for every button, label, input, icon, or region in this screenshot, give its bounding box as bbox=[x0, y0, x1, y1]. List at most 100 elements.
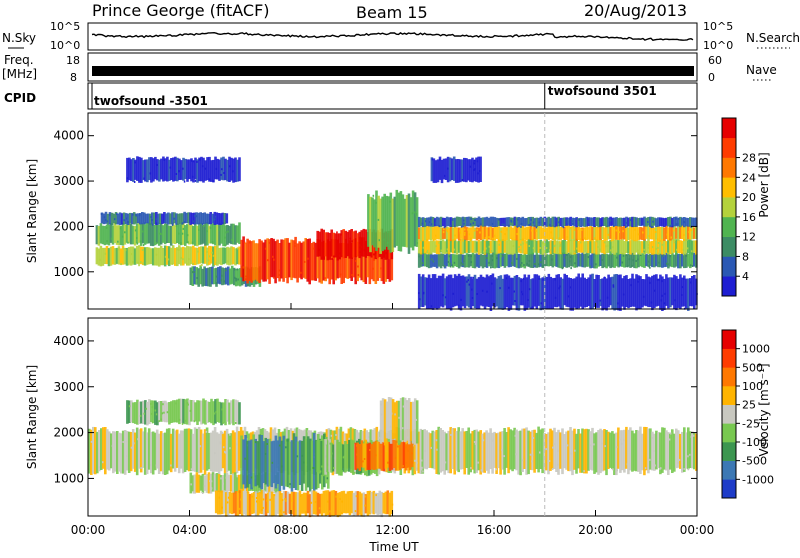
band-cell bbox=[609, 277, 612, 306]
band-speckle bbox=[516, 233, 518, 235]
band-speckle bbox=[181, 422, 184, 425]
band-cell bbox=[213, 268, 216, 285]
band-speckle bbox=[521, 459, 524, 462]
band-speckle bbox=[273, 276, 275, 279]
band-cell bbox=[204, 400, 207, 425]
band-cell bbox=[362, 228, 366, 257]
band-cell bbox=[360, 493, 364, 517]
band-cell bbox=[553, 427, 556, 469]
band-cell bbox=[681, 277, 684, 307]
band-speckle bbox=[670, 224, 673, 227]
band-cell bbox=[227, 474, 231, 491]
band-speckle bbox=[221, 274, 223, 277]
band-speckle bbox=[249, 241, 251, 244]
band-cell bbox=[413, 398, 417, 445]
band-speckle bbox=[550, 231, 552, 234]
band-cell bbox=[497, 241, 501, 254]
band-cell bbox=[531, 252, 535, 268]
band-speckle bbox=[155, 253, 158, 256]
band-cell bbox=[483, 432, 486, 473]
band-cell bbox=[397, 400, 401, 445]
band-speckle bbox=[548, 460, 551, 462]
band-speckle bbox=[631, 265, 633, 268]
band-speckle bbox=[375, 454, 377, 457]
band-speckle bbox=[150, 412, 153, 415]
band-speckle bbox=[235, 461, 238, 464]
band-cell bbox=[591, 253, 594, 268]
band-cell bbox=[232, 223, 235, 245]
band-cell bbox=[481, 239, 485, 254]
band-cell bbox=[348, 230, 351, 259]
band-cell bbox=[111, 246, 115, 265]
band-speckle bbox=[214, 452, 216, 455]
band-speckle bbox=[501, 449, 503, 451]
band-cell bbox=[467, 427, 470, 475]
band-cell bbox=[613, 239, 616, 255]
band-cell bbox=[284, 238, 287, 278]
band-cell bbox=[583, 429, 586, 474]
band-speckle bbox=[554, 244, 557, 247]
band-cell bbox=[589, 217, 592, 226]
band-cell bbox=[671, 277, 674, 306]
band-cell bbox=[374, 238, 378, 284]
band-speckle bbox=[294, 245, 296, 247]
band-cell bbox=[545, 227, 549, 239]
band-cell bbox=[637, 240, 640, 255]
band-cell bbox=[409, 197, 413, 248]
band-cell bbox=[376, 238, 380, 281]
band-cell bbox=[629, 240, 632, 255]
band-cell bbox=[274, 435, 278, 489]
band-cell bbox=[320, 493, 324, 516]
band-cell bbox=[208, 156, 211, 182]
band-cell bbox=[587, 429, 590, 471]
band-cell bbox=[421, 429, 425, 474]
band-cell bbox=[603, 240, 606, 255]
band-speckle bbox=[540, 302, 542, 305]
band-cell bbox=[413, 429, 417, 475]
band-speckle bbox=[540, 261, 542, 264]
band-cell bbox=[603, 217, 606, 226]
band-cell bbox=[139, 428, 143, 473]
band-cell bbox=[569, 239, 572, 255]
band-speckle bbox=[488, 245, 491, 248]
band-cell bbox=[138, 156, 141, 183]
band-speckle bbox=[285, 446, 287, 449]
band-speckle bbox=[520, 225, 522, 228]
band-cell bbox=[561, 252, 564, 269]
band-speckle bbox=[492, 439, 494, 442]
band-cell bbox=[304, 238, 307, 279]
band-cell bbox=[201, 268, 204, 287]
velocity-y-axis-label: Slant Range [km] bbox=[25, 365, 39, 469]
nave-tick-top: 60 bbox=[708, 54, 722, 67]
band-cell bbox=[503, 274, 507, 310]
band-cell bbox=[182, 246, 185, 266]
band-speckle bbox=[294, 242, 296, 245]
band-cell bbox=[465, 253, 469, 268]
band-cell bbox=[679, 433, 682, 469]
band-cell bbox=[110, 433, 113, 469]
band-cell bbox=[220, 490, 224, 515]
band-cell bbox=[589, 254, 592, 269]
band-cell bbox=[176, 157, 179, 182]
band-cell bbox=[94, 427, 97, 475]
band-cell bbox=[465, 227, 469, 241]
band-cell bbox=[627, 253, 630, 267]
band-cell bbox=[557, 225, 560, 241]
band-speckle bbox=[187, 241, 189, 244]
band-speckle bbox=[612, 284, 615, 287]
band-cell bbox=[479, 156, 482, 182]
band-cell bbox=[348, 491, 352, 516]
band-speckle bbox=[121, 235, 124, 238]
band-speckle bbox=[657, 246, 659, 249]
band-cell bbox=[687, 239, 690, 254]
x-tick-label: 04:00 bbox=[172, 523, 207, 537]
band-speckle bbox=[612, 246, 614, 249]
band-cell bbox=[459, 239, 463, 255]
band-speckle bbox=[415, 418, 417, 421]
band-speckle bbox=[364, 504, 366, 507]
band-cell bbox=[591, 217, 594, 227]
band-cell bbox=[571, 226, 574, 240]
band-cell bbox=[419, 217, 423, 227]
band-speckle bbox=[201, 165, 204, 168]
band-cell bbox=[465, 276, 469, 306]
